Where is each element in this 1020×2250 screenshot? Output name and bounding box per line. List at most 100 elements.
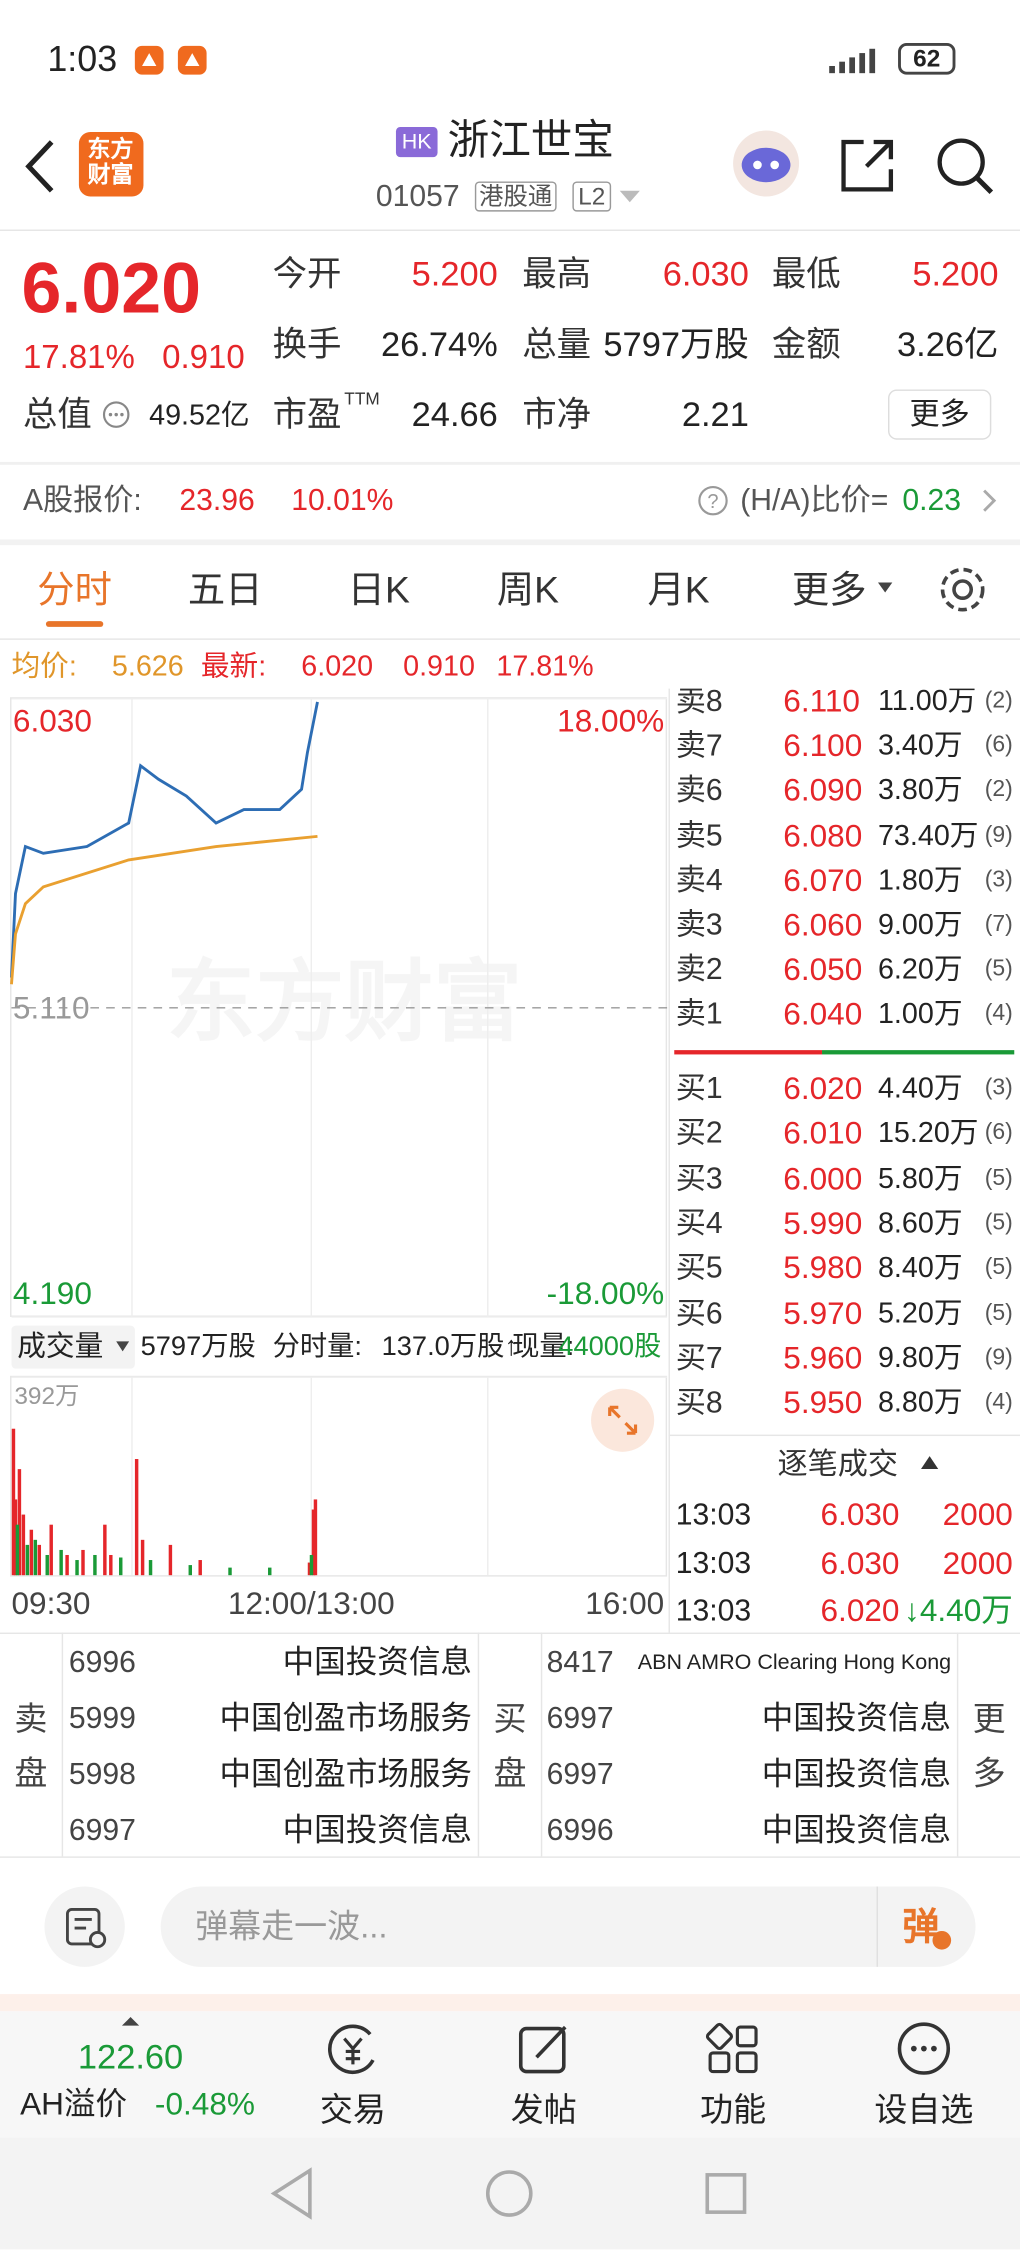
book-price: 6.090 [783, 772, 863, 809]
book-price: 6.080 [783, 817, 863, 854]
search-button[interactable] [932, 135, 995, 198]
y-tick-label: 5.110 [12, 989, 90, 1026]
trade-price: 6.030 [820, 1544, 900, 1581]
help-icon[interactable]: ? [697, 485, 729, 517]
nav-home[interactable] [483, 2168, 535, 2220]
tab[interactable]: 日K [347, 568, 410, 612]
trade-volume: 2000 [942, 1544, 1013, 1581]
a-share-price: 23.96 [179, 484, 255, 518]
broker-code: 6996 [68, 1646, 136, 1680]
brokers-more[interactable]: 更多 [972, 1700, 1006, 1792]
trade-price: 6.020 [820, 1592, 900, 1629]
field-label: 今开 [272, 255, 342, 295]
watermark: 东方财富 [166, 959, 522, 1049]
more-dropdown[interactable] [877, 581, 894, 594]
book-count: (5) [984, 1165, 1013, 1191]
trade-volume: 4.40万 [919, 1592, 1013, 1629]
y-tick-label: 4.190 [12, 1275, 92, 1312]
expand-button[interactable] [590, 1387, 656, 1453]
book-price: 5.980 [783, 1249, 863, 1286]
tab[interactable]: 五日 [187, 568, 263, 612]
current-volume-label: 现量: [512, 1332, 575, 1363]
tab[interactable]: 更多 [791, 568, 867, 612]
nav-item[interactable]: 设自选 [874, 2090, 974, 2129]
ah-arrow [121, 2017, 140, 2026]
tab[interactable]: 分时 [37, 568, 112, 612]
ratio-arrow[interactable] [981, 488, 998, 514]
volume-total: 5797万股 [140, 1332, 256, 1363]
status-time: 1:03 [47, 39, 118, 80]
market-badge: HK [395, 126, 438, 158]
field-value: 5797万股 [603, 325, 749, 365]
nav-item[interactable]: 功能 [700, 2090, 767, 2129]
connect-badge: 港股通 [474, 181, 557, 212]
ah-change[interactable]: -0.48% [154, 2085, 255, 2122]
field-label: 最低 [771, 255, 841, 295]
trades-title[interactable]: 逐笔成交 [777, 1448, 899, 1482]
volume-bar [119, 1557, 123, 1576]
tab[interactable]: 月K [647, 568, 710, 612]
book-count: (6) [984, 1120, 1013, 1146]
volume-bar [75, 1560, 79, 1576]
avg-label: 均价: [11, 651, 77, 683]
volume-dropdown[interactable] [115, 1340, 131, 1353]
book-volume: 15.20万 [877, 1117, 979, 1150]
volume-bar [168, 1544, 173, 1576]
ah-value[interactable]: 122.60 [77, 2038, 184, 2078]
volume-bar [109, 1554, 113, 1576]
volume-bar [13, 1499, 18, 1576]
function-icon[interactable] [705, 2021, 763, 2078]
volume-bar [33, 1539, 38, 1576]
bottom-nav [0, 2011, 1020, 2138]
danmaku-dot [932, 1930, 952, 1950]
book-price: 6.040 [783, 996, 863, 1033]
book-level: 买3 [675, 1162, 723, 1196]
volume-bar [81, 1549, 85, 1576]
ah-label[interactable]: AH溢价 [20, 2085, 128, 2122]
pct-tick-label: 18.00% [557, 702, 665, 739]
assistant-icon[interactable] [729, 129, 804, 198]
volume-selector-box[interactable] [11, 1325, 135, 1369]
book-price: 6.000 [783, 1160, 863, 1196]
latest-change: 0.910 [403, 651, 475, 683]
share-button[interactable] [838, 135, 898, 195]
code-dropdown[interactable] [618, 188, 641, 205]
trades-toggle[interactable] [920, 1455, 940, 1471]
book-level: 买2 [675, 1117, 723, 1151]
post-icon[interactable] [516, 2021, 573, 2076]
nav-item[interactable]: 发帖 [510, 2090, 577, 2129]
nav-back[interactable] [267, 2166, 319, 2221]
market-value-info[interactable] [102, 400, 131, 429]
book-level: 卖4 [675, 864, 723, 898]
comment-placeholder[interactable]: 弹幕走一波... [195, 1907, 388, 1945]
comment-input[interactable] [160, 1886, 976, 1967]
x-tick-label: 12:00/13:00 [227, 1585, 395, 1622]
watchlist-icon[interactable] [895, 2020, 952, 2077]
price-line [10, 701, 319, 978]
book-level: 买5 [675, 1251, 723, 1285]
broker-name: 中国投资信息 [282, 1811, 472, 1848]
settings-button[interactable] [937, 564, 989, 616]
order-book: 卖8 6.110 11.00万 (2) 卖7 6.100 3.40万 (6) 卖6 6.090 3.… [669, 689, 1020, 1435]
volume-bar [198, 1560, 202, 1576]
book-price: 6.110 [783, 688, 860, 719]
comment-settings[interactable] [43, 1885, 126, 1968]
minute-volume: 137.0万股↑ [381, 1332, 518, 1363]
minute-volume-label: 分时量: [272, 1332, 362, 1363]
volume-bar [188, 1565, 193, 1576]
volume-bar [93, 1554, 97, 1576]
nav-item[interactable]: 交易 [319, 2090, 386, 2129]
price-chart [10, 697, 668, 1318]
field-value: 3.26亿 [897, 325, 999, 365]
volume-selector[interactable]: 成交量 [17, 1331, 104, 1363]
broker-name: 中国投资信息 [761, 1700, 952, 1736]
volume-bar [25, 1544, 30, 1576]
more-button[interactable]: 更多 [888, 389, 992, 440]
trade-icon[interactable] [324, 2023, 381, 2078]
notification-icons [134, 45, 207, 75]
nav-recent[interactable] [703, 2171, 749, 2217]
book-volume: 9.00万 [877, 909, 963, 942]
tab[interactable]: 周K [496, 568, 560, 612]
section-gap [0, 539, 1020, 546]
back-button[interactable] [20, 138, 63, 195]
